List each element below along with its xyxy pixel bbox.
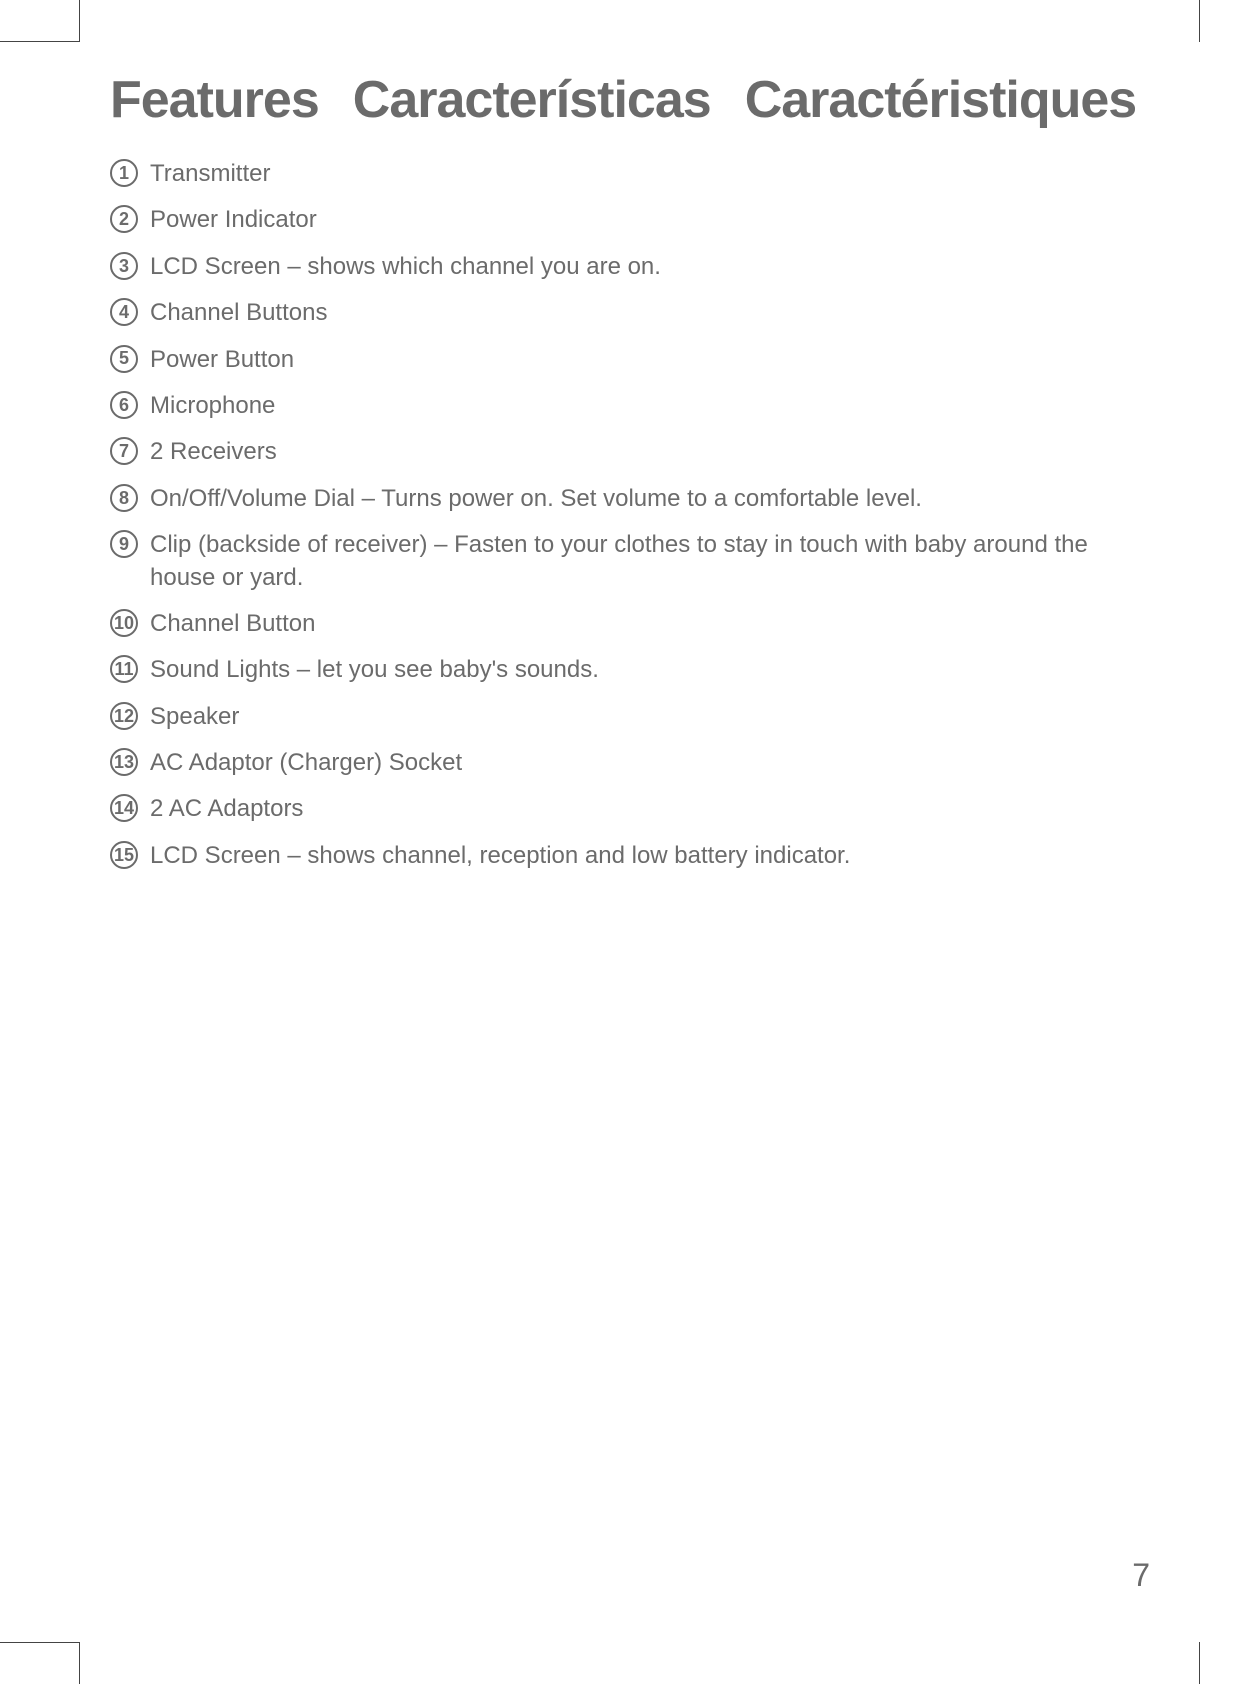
feature-text: 2 Receivers <box>150 436 1150 468</box>
feature-item: 14 2 AC Adaptors <box>110 793 1150 825</box>
feature-number-circle: 12 <box>110 702 138 730</box>
feature-number-circle: 15 <box>110 841 138 869</box>
crop-mark-tl <box>0 0 80 42</box>
feature-item: 9 Clip (backside of receiver) – Fasten to… <box>110 529 1150 594</box>
feature-item: 13 AC Adaptor (Charger) Socket <box>110 747 1150 779</box>
feature-text: Transmitter <box>150 158 1150 190</box>
feature-text: LCD Screen – shows which channel you are… <box>150 251 1150 283</box>
title-part-2: Características <box>353 71 711 129</box>
title-part-1: Features <box>110 71 319 129</box>
feature-number-circle: 4 <box>110 298 138 326</box>
feature-item: 15 LCD Screen – shows channel, reception … <box>110 840 1150 872</box>
feature-number-circle: 10 <box>110 609 138 637</box>
feature-number-circle: 1 <box>110 159 138 187</box>
title-part-3: Caractéristiques <box>745 71 1137 129</box>
page-title: Features Características Caractéristiques <box>110 70 1150 130</box>
feature-item: 4 Channel Buttons <box>110 297 1150 329</box>
feature-number-circle: 7 <box>110 437 138 465</box>
feature-item: 1 Transmitter <box>110 158 1150 190</box>
feature-text: Microphone <box>150 390 1150 422</box>
feature-number-circle: 6 <box>110 391 138 419</box>
feature-text: On/Off/Volume Dial – Turns power on. Set… <box>150 483 1150 515</box>
feature-text: Speaker <box>150 701 1150 733</box>
feature-text: Channel Buttons <box>150 297 1150 329</box>
feature-number-circle: 5 <box>110 345 138 373</box>
feature-text: Sound Lights – let you see baby's sounds… <box>150 654 1150 686</box>
feature-text: LCD Screen – shows channel, reception an… <box>150 840 1150 872</box>
feature-number-circle: 14 <box>110 794 138 822</box>
feature-text: Channel Button <box>150 608 1150 640</box>
page-content: FeaturesCaracterísticasCaractéristiques … <box>110 70 1150 886</box>
crop-mark-bl <box>0 1642 80 1684</box>
feature-number-circle: 13 <box>110 748 138 776</box>
feature-text: 2 AC Adaptors <box>150 793 1150 825</box>
feature-list: 1 Transmitter 2 Power Indicator 3 LCD Screen … <box>110 158 1150 872</box>
feature-item: 3 LCD Screen – shows which channel you ar… <box>110 251 1150 283</box>
feature-item: 10 Channel Button <box>110 608 1150 640</box>
feature-text: Clip (backside of receiver) – Fasten to … <box>150 529 1150 594</box>
page-number: 7 <box>1132 1557 1150 1594</box>
feature-number-circle: 3 <box>110 252 138 280</box>
feature-item: 5 Power Button <box>110 344 1150 376</box>
feature-number-circle: 2 <box>110 205 138 233</box>
feature-number-circle: 11 <box>110 655 138 683</box>
feature-item: 8 On/Off/Volume Dial – Turns power on. Se… <box>110 483 1150 515</box>
feature-item: 7 2 Receivers <box>110 436 1150 468</box>
feature-item: 6 Microphone <box>110 390 1150 422</box>
feature-number-circle: 8 <box>110 484 138 512</box>
feature-text: Power Button <box>150 344 1150 376</box>
feature-item: 11 Sound Lights – let you see baby's soun… <box>110 654 1150 686</box>
feature-item: 2 Power Indicator <box>110 204 1150 236</box>
crop-mark-tr <box>1199 0 1200 42</box>
crop-mark-br <box>1199 1642 1200 1684</box>
feature-text: Power Indicator <box>150 204 1150 236</box>
feature-number-circle: 9 <box>110 530 138 558</box>
feature-text: AC Adaptor (Charger) Socket <box>150 747 1150 779</box>
feature-item: 12 Speaker <box>110 701 1150 733</box>
